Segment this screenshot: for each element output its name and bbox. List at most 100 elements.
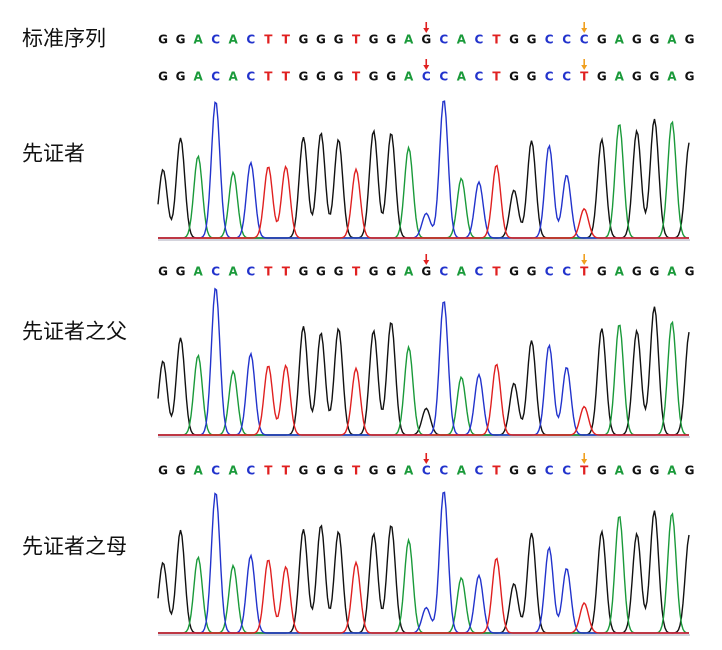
base-letter: C	[545, 33, 554, 47]
base-letter: G	[597, 33, 607, 47]
trace	[158, 363, 689, 436]
base-letter: C	[545, 70, 554, 84]
base-letter: G	[527, 33, 537, 47]
base-letter: G	[685, 70, 695, 84]
base-letter: G	[158, 70, 168, 84]
base-letter: A	[229, 464, 239, 478]
base-letter: A	[229, 265, 239, 279]
base-letter: G	[597, 464, 607, 478]
arrow-head	[581, 65, 588, 70]
base-letter: C	[580, 33, 589, 47]
base-letter: G	[632, 265, 642, 279]
base-letter: G	[509, 265, 519, 279]
base-letter: G	[509, 33, 519, 47]
base-letter: C	[246, 464, 255, 478]
base-letter: C	[211, 70, 220, 84]
arrow-head	[423, 65, 430, 70]
base-letter: A	[404, 265, 414, 279]
base-letter: T	[264, 464, 273, 478]
base-letter: T	[282, 464, 291, 478]
base-letter: T	[352, 464, 361, 478]
base-letter: A	[667, 70, 677, 84]
base-letter: C	[474, 33, 483, 47]
base-letter: C	[562, 33, 571, 47]
base-letter: G	[298, 33, 308, 47]
base-letter: A	[404, 33, 414, 47]
panel-label: 先证者之母	[22, 535, 127, 559]
arrow-head	[423, 260, 430, 265]
trace	[158, 557, 689, 634]
base-letter: C	[562, 464, 571, 478]
base-letter: A	[667, 464, 677, 478]
reference-label: 标准序列	[22, 27, 106, 51]
base-letter: A	[193, 33, 203, 47]
base-letter: G	[509, 464, 519, 478]
base-letter: C	[562, 265, 571, 279]
base-letter: T	[264, 33, 273, 47]
base-letter: G	[176, 33, 186, 47]
base-letter: A	[615, 464, 625, 478]
base-letter: G	[369, 33, 379, 47]
base-letter: C	[246, 265, 255, 279]
arrow-head	[423, 28, 430, 33]
base-letter: G	[649, 265, 659, 279]
base-letter: T	[264, 265, 273, 279]
base-letter: G	[176, 464, 186, 478]
base-letter: G	[176, 265, 186, 279]
base-letter: T	[492, 33, 501, 47]
base-letter: G	[369, 70, 379, 84]
base-letter: C	[474, 464, 483, 478]
base-letter: G	[527, 464, 537, 478]
base-letter: A	[404, 464, 414, 478]
base-letter: C	[562, 70, 571, 84]
panel-label: 先证者之父	[22, 320, 127, 344]
base-letter: G	[316, 265, 326, 279]
base-letter: C	[545, 464, 554, 478]
base-letter: T	[352, 33, 361, 47]
base-letter: G	[316, 70, 326, 84]
base-letter: G	[158, 265, 168, 279]
base-letter: A	[457, 33, 467, 47]
base-letter: G	[316, 464, 326, 478]
base-letter: T	[492, 70, 501, 84]
base-letter: G	[421, 265, 431, 279]
base-letter: T	[580, 265, 589, 279]
base-letter: C	[422, 70, 431, 84]
base-letter: G	[316, 33, 326, 47]
base-letter: A	[229, 70, 239, 84]
base-letter: C	[439, 265, 448, 279]
base-letter: G	[176, 70, 186, 84]
base-letter: G	[158, 464, 168, 478]
base-letter: C	[211, 265, 220, 279]
base-letter: G	[334, 265, 344, 279]
base-letter: G	[649, 464, 659, 478]
base-letter: A	[615, 265, 625, 279]
base-letter: G	[298, 464, 308, 478]
base-letter: G	[386, 265, 396, 279]
arrow-head	[581, 459, 588, 464]
base-letter: A	[229, 33, 239, 47]
panel-label: 先证者	[22, 142, 85, 166]
base-letter: G	[649, 33, 659, 47]
base-letter: G	[685, 464, 695, 478]
base-letter: C	[246, 33, 255, 47]
base-letter: G	[527, 70, 537, 84]
base-letter: A	[193, 464, 203, 478]
base-letter: T	[580, 464, 589, 478]
base-letter: G	[298, 70, 308, 84]
base-letter: C	[422, 464, 431, 478]
base-letter: T	[264, 70, 273, 84]
base-letter: C	[439, 33, 448, 47]
base-letter: A	[404, 70, 414, 84]
base-letter: A	[457, 464, 467, 478]
base-letter: G	[334, 464, 344, 478]
base-letter: G	[386, 33, 396, 47]
base-letter: T	[580, 70, 589, 84]
base-letter: G	[685, 33, 695, 47]
base-letter: A	[193, 70, 203, 84]
base-letter: T	[282, 70, 291, 84]
base-letter: C	[246, 70, 255, 84]
base-letter: G	[369, 464, 379, 478]
base-letter: A	[193, 265, 203, 279]
